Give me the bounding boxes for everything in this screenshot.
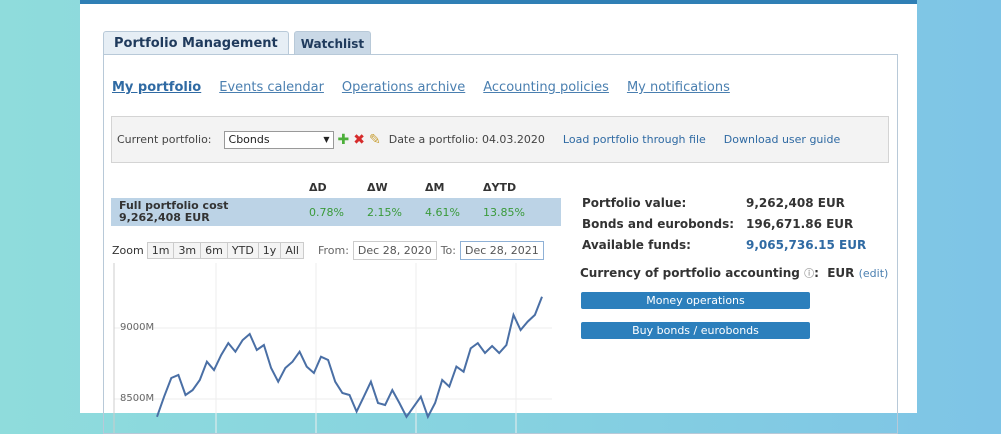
portfolio-value-chart: 9000M 8500M (113, 263, 552, 433)
zoom-label: Zoom (112, 244, 144, 257)
tab-portfolio-management[interactable]: Portfolio Management (103, 31, 289, 55)
tab-watchlist[interactable]: Watchlist (293, 31, 372, 55)
series-line (156, 296, 543, 420)
zoom-1m-button[interactable]: 1m (146, 242, 175, 259)
y-tick-label: 9000M (120, 322, 154, 333)
to-date-input[interactable]: Dec 28, 2021 (460, 241, 544, 260)
portfolio-select-value: Cbonds (228, 132, 270, 146)
money-operations-button[interactable]: Money operations (581, 292, 810, 309)
header-delta-week: ΔW (367, 181, 388, 194)
edit-pencil-icon[interactable]: ✎ (368, 131, 381, 148)
buy-bonds-button[interactable]: Buy bonds / eurobonds (581, 322, 810, 339)
header-delta-month: ΔM (425, 181, 445, 194)
portfolio-value-label: Portfolio value: (582, 196, 687, 210)
header-delta-ytd: ΔYTD (483, 181, 517, 194)
zoom-6m-button[interactable]: 6m (200, 242, 228, 259)
zoom-all-button[interactable]: All (280, 242, 304, 259)
y-tick-label: 8500M (120, 393, 154, 404)
from-label: From: (317, 244, 349, 257)
nav-my-portfolio[interactable]: My portfolio (112, 80, 202, 95)
zoom-3m-button[interactable]: 3m (173, 242, 202, 259)
from-date-input[interactable]: Dec 28, 2020 (352, 241, 437, 260)
available-funds-value: 9,065,736.15 EUR (746, 238, 867, 252)
portfolio-toolbar: Current portfolio: Cbonds ▼ ✚ ✖ ✎ Date a … (111, 116, 889, 163)
delta-week: 2.15% (367, 205, 402, 219)
delete-icon[interactable]: ✖ (353, 131, 365, 148)
zoom-1y-button[interactable]: 1y (257, 242, 282, 259)
portfolio-select[interactable]: Cbonds ▼ (223, 130, 334, 149)
portfolio-value: 9,262,408 EUR (746, 196, 845, 210)
currency-row: Currency of portfolio accounting ⓘ: EUR … (580, 266, 889, 280)
nav-accounting-policies[interactable]: Accounting policies (483, 80, 609, 95)
nav-operations-archive[interactable]: Operations archive (341, 80, 466, 95)
header-delta-day: ΔD (309, 181, 327, 194)
load-portfolio-link[interactable]: Load portfolio through file (562, 133, 706, 146)
available-funds-label: Available funds: (582, 238, 691, 252)
zoom-ytd-button[interactable]: YTD (226, 242, 259, 259)
portfolio-date: Date a portfolio: 04.03.2020 (388, 133, 545, 146)
performance-table: ΔD ΔW ΔM ΔYTD Full portfolio cost 9,262,4… (111, 181, 561, 226)
bonds-label: Bonds and eurobonds: (582, 217, 735, 231)
add-icon[interactable]: ✚ (337, 131, 350, 148)
chevron-down-icon: ▼ (323, 134, 330, 144)
nav-my-notifications[interactable]: My notifications (626, 80, 730, 95)
delta-month: 4.61% (425, 205, 460, 219)
delta-ytd: 13.85% (483, 205, 525, 219)
bonds-value: 196,671.86 EUR (746, 217, 854, 231)
currency-value: EUR (827, 266, 855, 280)
download-guide-link[interactable]: Download user guide (723, 133, 841, 146)
current-portfolio-label: Current portfolio: (117, 133, 212, 146)
info-icon[interactable]: ⓘ (804, 269, 815, 280)
currency-label: Currency of portfolio accounting (580, 266, 800, 280)
row-value: 9,262,408 EUR (119, 211, 210, 224)
chart-zoom-controls: Zoom 1m 3m 6m YTD 1y All From: Dec 28, 2… (112, 241, 544, 260)
delta-day: 0.78% (309, 205, 344, 219)
main-panel: Portfolio Management Watchlist My portfo… (80, 0, 917, 434)
table-row: Full portfolio cost 9,262,408 EUR 0.78% 2… (111, 198, 561, 226)
to-label: To: (440, 244, 456, 257)
row-label: Full portfolio cost (119, 199, 229, 212)
tab-content: My portfolio Events calendar Operations … (103, 54, 898, 434)
portfolio-summary: Portfolio value: 9,262,408 EUR Bonds and … (582, 196, 866, 259)
edit-currency-link[interactable]: (edit) (858, 267, 889, 280)
sub-nav: My portfolio Events calendar Operations … (112, 80, 730, 95)
nav-events-calendar[interactable]: Events calendar (219, 80, 324, 95)
